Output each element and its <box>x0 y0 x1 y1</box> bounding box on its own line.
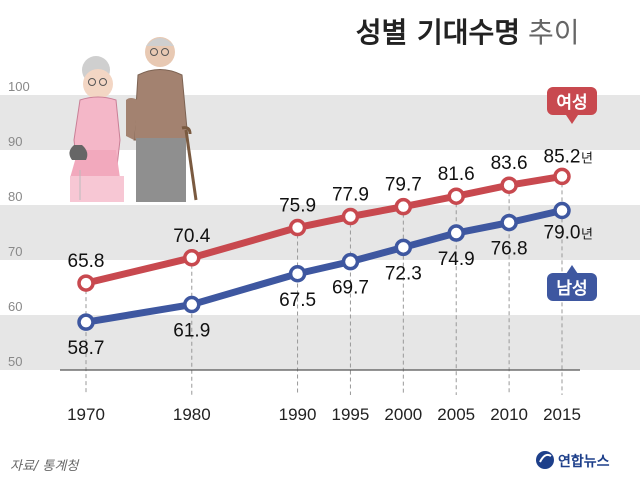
data-label: 67.5 <box>279 290 316 311</box>
data-label: 81.6 <box>438 164 475 185</box>
grandmother-figure <box>69 56 124 202</box>
data-label: 85.2 <box>544 146 581 167</box>
data-label: 74.9 <box>438 249 475 270</box>
data-label: 61.9 <box>173 321 210 342</box>
chart-subtitle: 추이 <box>528 16 580 49</box>
data-point <box>288 218 307 237</box>
data-point <box>447 224 465 242</box>
x-tick-label: 1980 <box>173 405 211 424</box>
x-tick-label: 2000 <box>384 405 422 424</box>
data-point <box>341 207 360 226</box>
data-point <box>500 176 518 194</box>
data-point <box>394 197 413 216</box>
source-note: 자료/ 통계청 <box>10 459 80 474</box>
y-tick-label: 50 <box>8 354 22 369</box>
data-point <box>500 213 518 232</box>
data-point <box>77 274 95 292</box>
x-tick-label: 1995 <box>332 405 370 424</box>
data-point <box>288 265 307 283</box>
y-axis-ticks: 100 90 80 70 60 50 <box>8 79 30 369</box>
title-group: 성별 기대수명 추이 <box>356 16 580 49</box>
legend-female-badge <box>547 87 597 115</box>
y-tick-label: 80 <box>8 189 22 204</box>
x-tick-label: 1970 <box>67 405 105 424</box>
legend-male-label: 남성 <box>556 279 587 299</box>
y-tick-label: 100 <box>8 79 30 94</box>
x-tick-label: 1990 <box>279 405 317 424</box>
y-tick-label: 90 <box>8 134 22 149</box>
data-point <box>183 295 201 314</box>
data-point <box>341 252 360 271</box>
x-tick-label: 2010 <box>490 405 528 424</box>
data-label: 58.7 <box>68 338 105 359</box>
data-point <box>394 238 413 257</box>
legend-female-label: 여성 <box>556 93 587 113</box>
data-point <box>77 313 95 331</box>
data-label: 76.8 <box>491 239 528 260</box>
data-label: 69.7 <box>332 278 369 299</box>
data-label: 83.6 <box>491 153 528 174</box>
data-label: 72.3 <box>385 263 422 284</box>
data-label: 79.7 <box>385 175 422 196</box>
series-layer: 65.870.475.977.9 79.7 81.683.6 85.2 년58.761.… <box>68 146 593 359</box>
data-label: 75.9 <box>279 196 316 217</box>
y-tick-label: 70 <box>8 244 22 259</box>
legend-female: 여성 <box>547 87 597 124</box>
chart-title: 성별 기대수명 <box>356 16 520 49</box>
legend-male-badge <box>547 273 597 301</box>
series-line-1 <box>82 207 566 326</box>
data-point <box>183 249 201 267</box>
unit-label: 년 <box>581 228 593 243</box>
data-label: 79.0 <box>544 223 581 244</box>
data-label: 65.8 <box>68 251 105 272</box>
elderly-couple-illustration <box>69 37 198 202</box>
data-label: 77.9 <box>332 185 369 206</box>
x-axis-ticks: 1970 1980 1990 1995 2000 2005 2010 2015 <box>67 405 581 424</box>
data-label: 70.4 <box>173 226 210 247</box>
data-point <box>553 167 571 186</box>
data-point <box>553 201 571 220</box>
yonhap-logo-icon <box>536 451 554 469</box>
grandfather-figure <box>126 37 198 202</box>
data-point <box>447 187 465 205</box>
series-line-0 <box>82 172 566 287</box>
x-tick-label: 2015 <box>543 405 581 424</box>
x-tick-label: 2005 <box>437 405 475 424</box>
yonhap-logo: 연합뉴스 <box>536 451 610 470</box>
y-tick-label: 60 <box>8 299 22 314</box>
unit-label: 년 <box>581 151 593 166</box>
grid-band <box>0 315 640 370</box>
logo-text: 연합뉴스 <box>558 453 610 470</box>
legend-male: 남성 <box>547 265 597 301</box>
